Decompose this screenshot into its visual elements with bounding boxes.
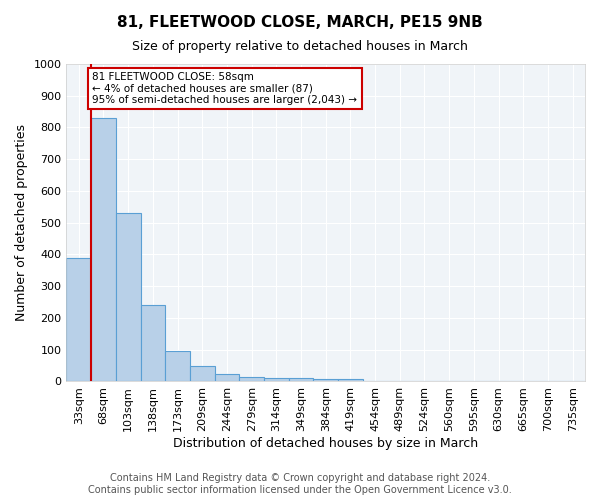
Bar [313, 379, 338, 382]
Bar [116, 213, 140, 382]
Bar [338, 379, 363, 382]
Bar [264, 378, 289, 382]
Bar [91, 118, 116, 382]
Text: 81, FLEETWOOD CLOSE, MARCH, PE15 9NB: 81, FLEETWOOD CLOSE, MARCH, PE15 9NB [117, 15, 483, 30]
Bar [190, 366, 215, 382]
Bar [140, 306, 165, 382]
X-axis label: Distribution of detached houses by size in March: Distribution of detached houses by size … [173, 437, 478, 450]
Bar [67, 258, 91, 382]
Bar [215, 374, 239, 382]
Text: 81 FLEETWOOD CLOSE: 58sqm
← 4% of detached houses are smaller (87)
95% of semi-d: 81 FLEETWOOD CLOSE: 58sqm ← 4% of detach… [92, 72, 358, 105]
Text: Size of property relative to detached houses in March: Size of property relative to detached ho… [132, 40, 468, 53]
Y-axis label: Number of detached properties: Number of detached properties [15, 124, 28, 321]
Text: Contains HM Land Registry data © Crown copyright and database right 2024.
Contai: Contains HM Land Registry data © Crown c… [88, 474, 512, 495]
Bar [239, 376, 264, 382]
Bar [289, 378, 313, 382]
Bar [165, 352, 190, 382]
